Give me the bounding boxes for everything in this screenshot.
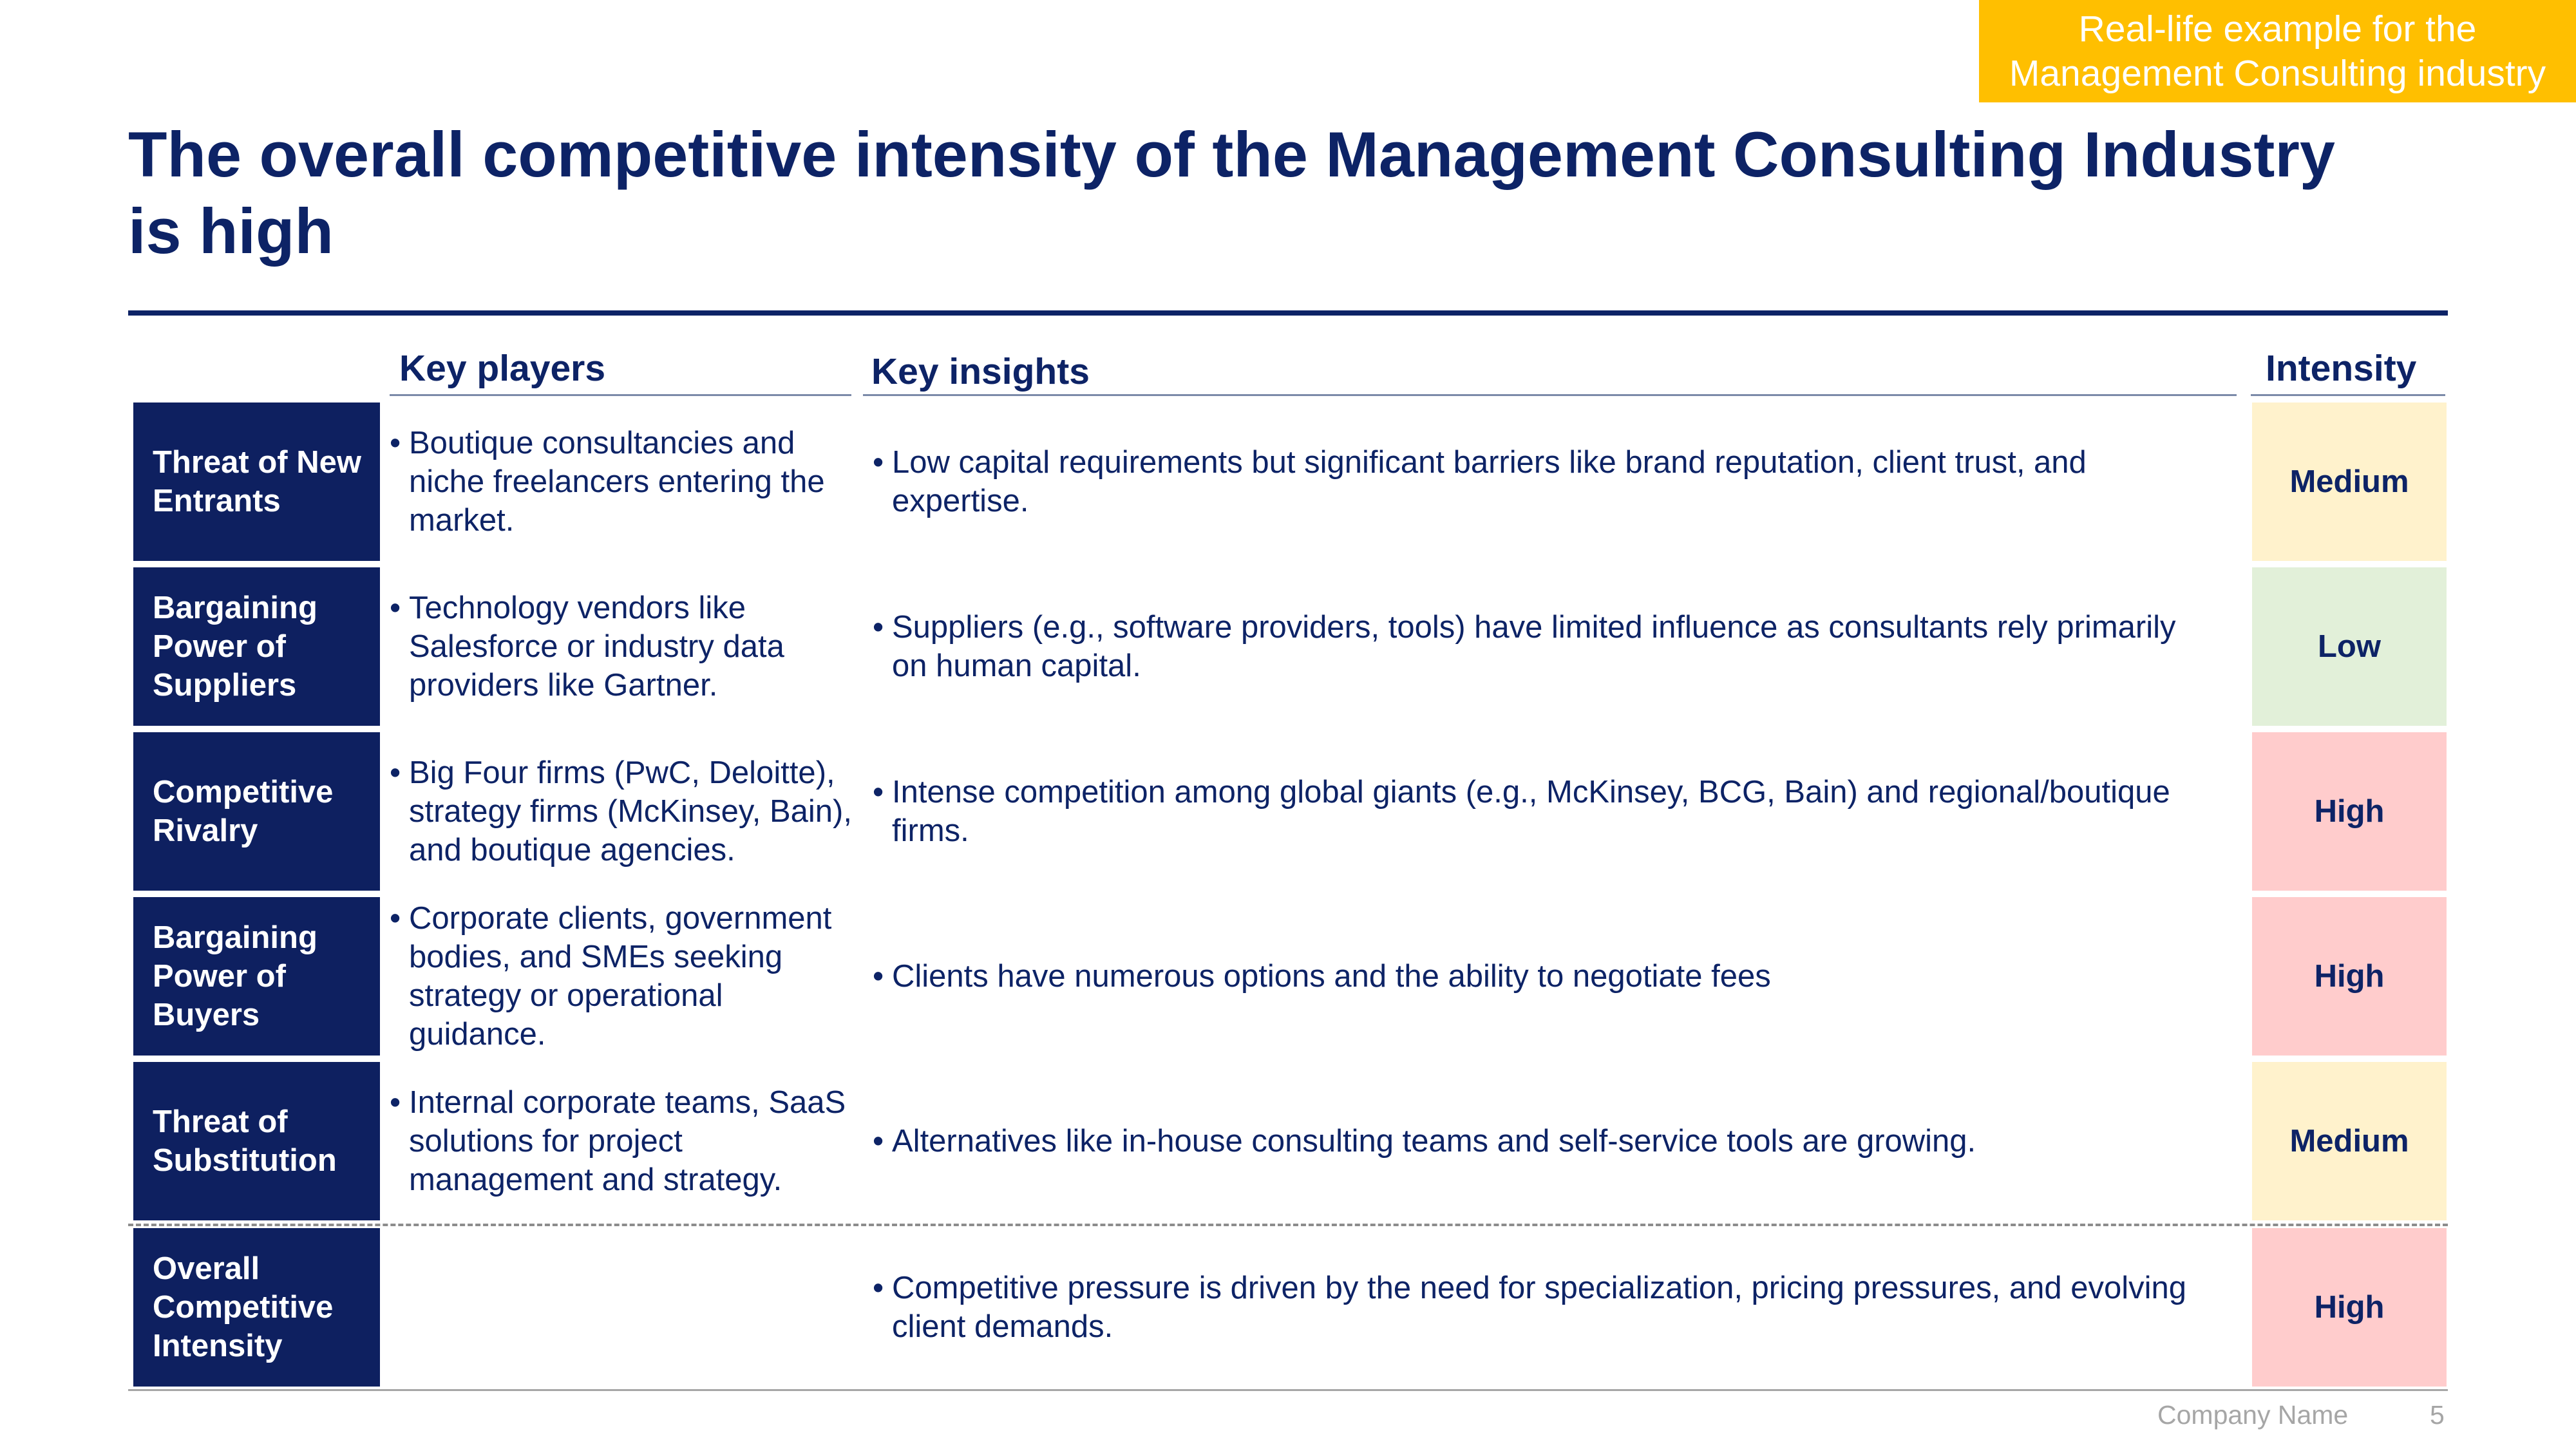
row-4-key-insight: • Clients have numerous options and the a… <box>873 897 2219 1056</box>
row-2-key-insight: • Suppliers (e.g., software providers, to… <box>873 567 2219 726</box>
row-1-key-insight-text: Low capital requirements but significant… <box>892 445 2087 518</box>
header-intensity: Intensity <box>2266 348 2417 389</box>
row-6-intensity-value: High <box>2314 1290 2385 1325</box>
row-2-intensity-cell: Low <box>2252 567 2447 726</box>
row-4-key-players-text: Corporate clients, government bodies, an… <box>409 901 832 1052</box>
header-key-players-rule <box>390 394 851 396</box>
row-3-intensity-value: High <box>2314 794 2385 829</box>
bottom-divider <box>128 1389 2448 1391</box>
row-1-key-insight: • Low capital requirements but significan… <box>873 402 2219 561</box>
row-label-competitive-rivalry: Competitive Rivalry <box>133 732 380 891</box>
summary-divider <box>128 1224 2448 1226</box>
row-6-key-insight: • Competitive pressure is driven by the n… <box>873 1228 2219 1387</box>
page-title-line-1: The overall competitive intensity of the… <box>128 118 2335 190</box>
row-3-key-insight-text: Intense competition among global giants … <box>892 775 2170 848</box>
row-4-intensity-value: High <box>2314 959 2385 994</box>
row-2-key-players: • Technology vendors like Salesforce or i… <box>390 567 853 726</box>
row-2-intensity-value: Low <box>2318 629 2381 664</box>
row-5-key-players-text: Internal corporate teams, SaaS solutions… <box>409 1085 846 1197</box>
footer-page-number: 5 <box>2430 1400 2445 1430</box>
page-title: The overall competitive intensity of the… <box>128 116 2447 269</box>
row-3-intensity-cell: High <box>2252 732 2447 891</box>
row-3-key-players: • Big Four firms (PwC, Deloitte), strateg… <box>390 732 853 891</box>
row-4-intensity-cell: High <box>2252 897 2447 1056</box>
header-intensity-rule <box>2251 394 2445 396</box>
row-4-key-players: • Corporate clients, government bodies, a… <box>390 897 853 1056</box>
example-tag-line-2: Management Consulting industry <box>2009 52 2546 94</box>
header-key-insights: Key insights <box>871 351 1090 392</box>
row-5-key-players: • Internal corporate teams, SaaS solution… <box>390 1062 853 1220</box>
title-divider <box>128 310 2448 316</box>
row-1-key-players: • Boutique consultancies and niche freela… <box>390 402 853 561</box>
row-label-threat-of-new-entrants: Threat of New Entrants <box>133 402 380 561</box>
row-3-key-players-text: Big Four firms (PwC, Deloitte), strategy… <box>409 755 852 867</box>
row-5-key-insight-text: Alternatives like in-house consulting te… <box>892 1124 1976 1159</box>
row-6-intensity-cell: High <box>2252 1228 2447 1387</box>
header-key-insights-rule <box>863 394 2237 396</box>
page-title-line-2: is high <box>128 195 334 267</box>
row-label-bargaining-power-of-suppliers: Bargaining Power of Suppliers <box>133 567 380 726</box>
row-2-key-players-text: Technology vendors like Salesforce or in… <box>409 591 784 703</box>
row-label-threat-of-substitution: Threat of Substitution <box>133 1062 380 1220</box>
row-3-key-insight: • Intense competition among global giants… <box>873 732 2219 891</box>
row-5-key-insight: • Alternatives like in-house consulting t… <box>873 1062 2219 1220</box>
row-2-key-insight-text: Suppliers (e.g., software providers, too… <box>892 610 2176 683</box>
row-1-intensity-cell: Medium <box>2252 402 2447 561</box>
row-5-intensity-cell: Medium <box>2252 1062 2447 1220</box>
footer-company-name: Company Name <box>2157 1400 2349 1430</box>
row-label-bargaining-power-of-buyers: Bargaining Power of Buyers <box>133 897 380 1056</box>
row-1-key-players-text: Boutique consultancies and niche freelan… <box>409 426 825 538</box>
row-4-key-insight-text: Clients have numerous options and the ab… <box>892 959 1771 994</box>
row-label-overall-competitive-intensity: Overall Competitive Intensity <box>133 1228 380 1387</box>
header-key-players: Key players <box>399 348 606 389</box>
row-1-intensity-value: Medium <box>2289 464 2409 499</box>
row-5-intensity-value: Medium <box>2289 1124 2409 1159</box>
example-tag: Real-life example for the Management Con… <box>1979 0 2576 102</box>
example-tag-line-1: Real-life example for the <box>2078 8 2477 50</box>
row-6-key-insight-text: Competitive pressure is driven by the ne… <box>892 1271 2187 1344</box>
